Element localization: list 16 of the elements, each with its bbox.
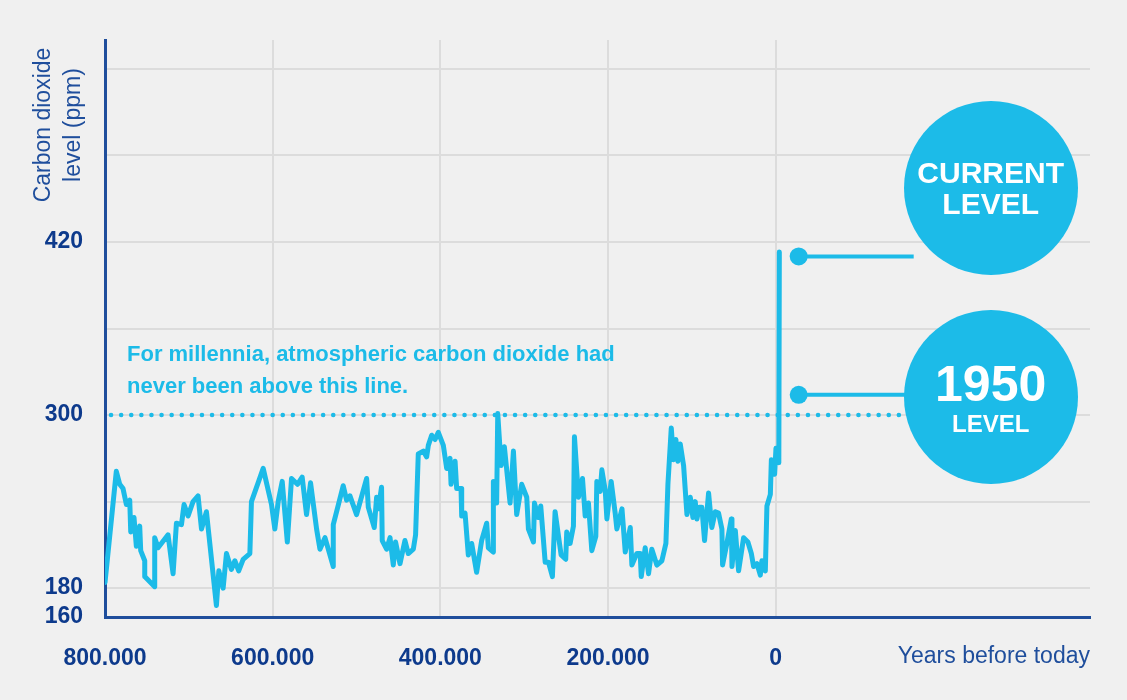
y-tick-label: 180 xyxy=(44,573,83,600)
x-axis-title: Years before today xyxy=(897,642,1091,669)
x-tick-label: 600.000 xyxy=(231,644,315,671)
x-tick-label: 200.000 xyxy=(566,644,650,671)
annotation: CURRENT LEVEL xyxy=(917,155,1065,221)
circle-badge: 1950 LEVEL xyxy=(903,309,1078,484)
y-tick-label: 420 xyxy=(44,227,83,254)
y-axis-title: Carbon dioxide level (ppm) xyxy=(29,47,86,203)
x-tick-label: 800.000 xyxy=(63,644,147,671)
x-tick-label: 0 xyxy=(769,644,783,671)
circle-badge: CURRENT LEVEL xyxy=(903,101,1078,276)
y-tick-label: 160 xyxy=(44,602,83,629)
x-tick-label: 400.000 xyxy=(398,644,482,671)
ref-line-label: For millennia, atmospheric carbon dioxide had never been above this line. xyxy=(127,341,615,399)
y-tick-label: 300 xyxy=(44,400,83,427)
annotation: 1950 LEVEL xyxy=(935,356,1047,437)
